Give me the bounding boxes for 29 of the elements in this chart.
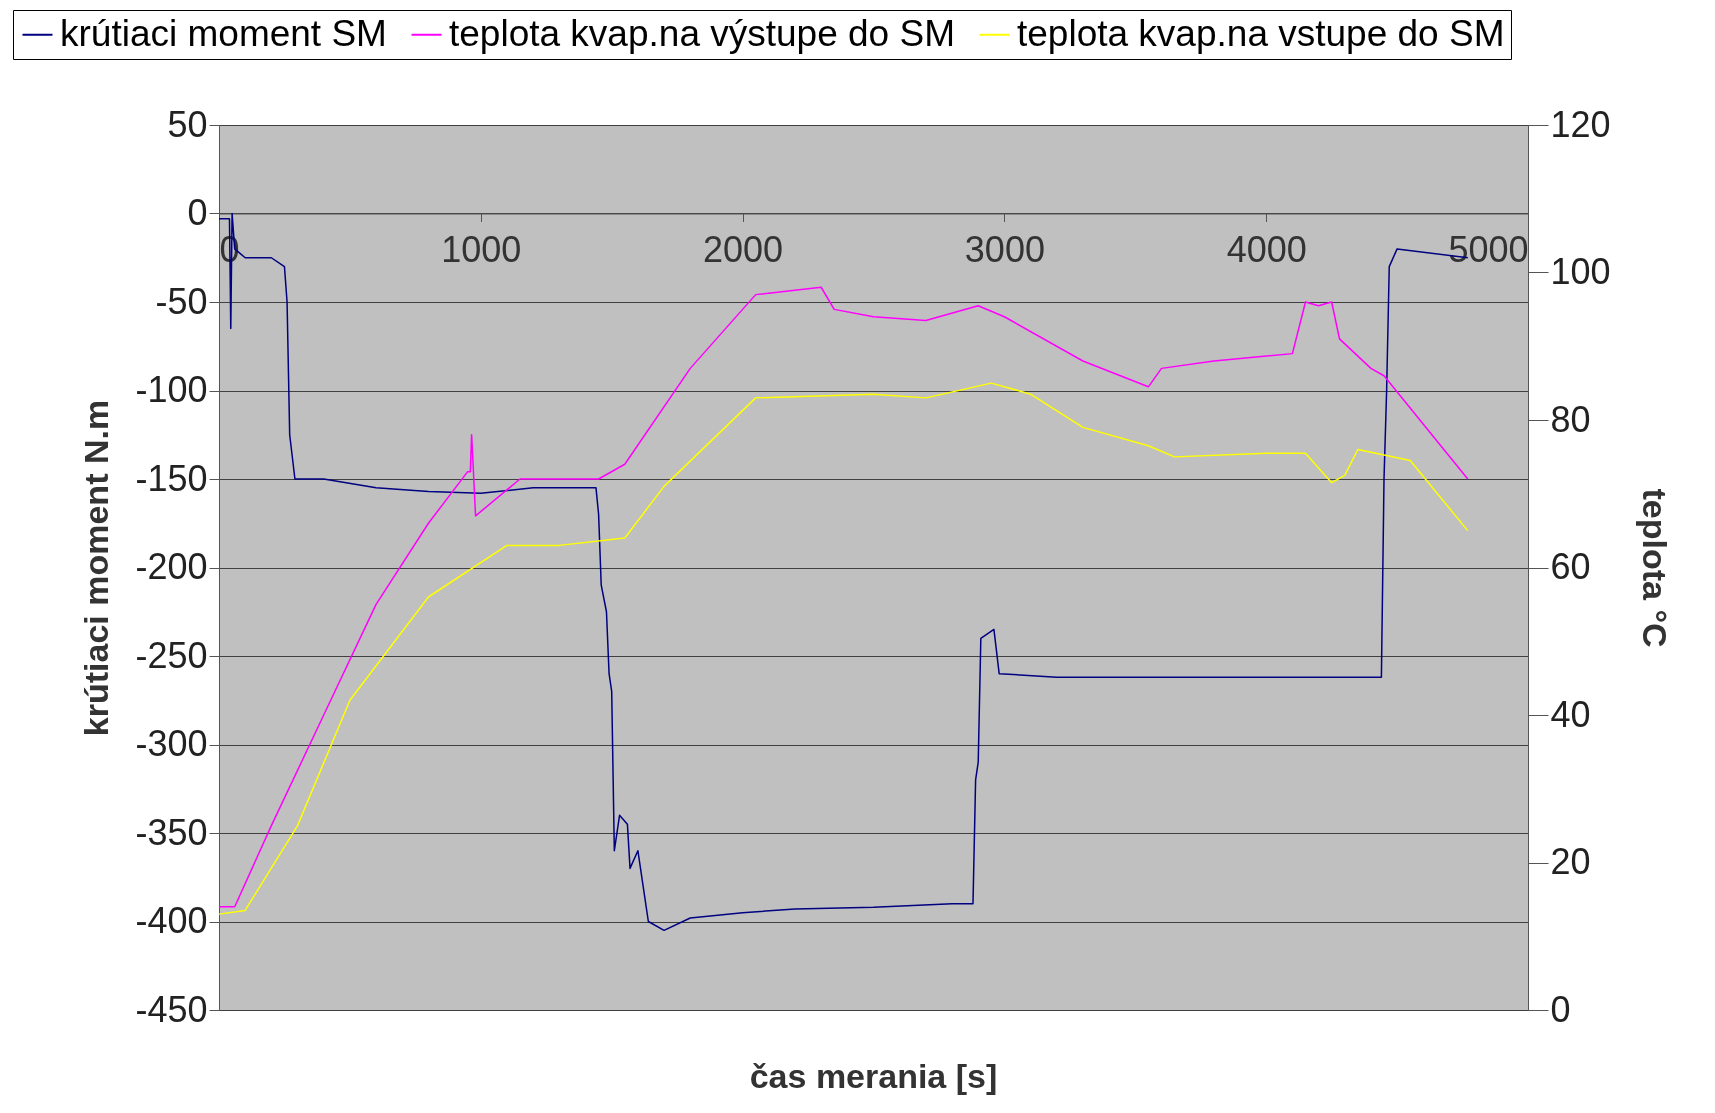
y-tick-label: -300 xyxy=(135,723,208,764)
y-tick-label: -250 xyxy=(135,634,208,676)
y-tick-label: -150 xyxy=(135,457,208,499)
y2-tick-label: 120 xyxy=(1550,103,1611,145)
x-axis-title: čas merania [s] xyxy=(749,1057,998,1095)
x-tick-label: 5000 xyxy=(1448,229,1529,270)
y-tick-label: 0 xyxy=(187,192,208,233)
x-tick-label: 1000 xyxy=(441,229,522,270)
legend-label: krútiaci moment SM xyxy=(60,12,387,54)
y2-tick-label: 0 xyxy=(1550,988,1571,1030)
y-tick-label: -100 xyxy=(135,369,208,410)
y-axis-title: krútiaci moment N.m xyxy=(77,399,116,737)
x-tick-label: 2000 xyxy=(703,229,784,270)
y-tick-label: -400 xyxy=(135,900,208,941)
y2-tick-label: 20 xyxy=(1550,841,1591,882)
legend-label: teplota kvap.na vstupe do SM xyxy=(1017,12,1505,54)
legend-label: teplota kvap.na výstupe do SM xyxy=(449,12,955,54)
y-tick-label: -200 xyxy=(135,546,208,587)
y-tick-label: -350 xyxy=(135,811,208,853)
y2-tick-label: 40 xyxy=(1550,693,1591,735)
y-tick-label: 50 xyxy=(167,103,208,145)
y2-tick-label: 100 xyxy=(1550,251,1611,292)
y-tick-label: -450 xyxy=(135,988,208,1030)
x-tick-label: 4000 xyxy=(1226,229,1307,270)
x-tick-label: 3000 xyxy=(964,229,1045,270)
y2-tick-label: 80 xyxy=(1550,398,1591,440)
y-tick-label: -50 xyxy=(155,280,208,322)
y2-tick-label: 60 xyxy=(1550,546,1591,587)
y2-axis-title: teplota °C xyxy=(1635,488,1674,648)
